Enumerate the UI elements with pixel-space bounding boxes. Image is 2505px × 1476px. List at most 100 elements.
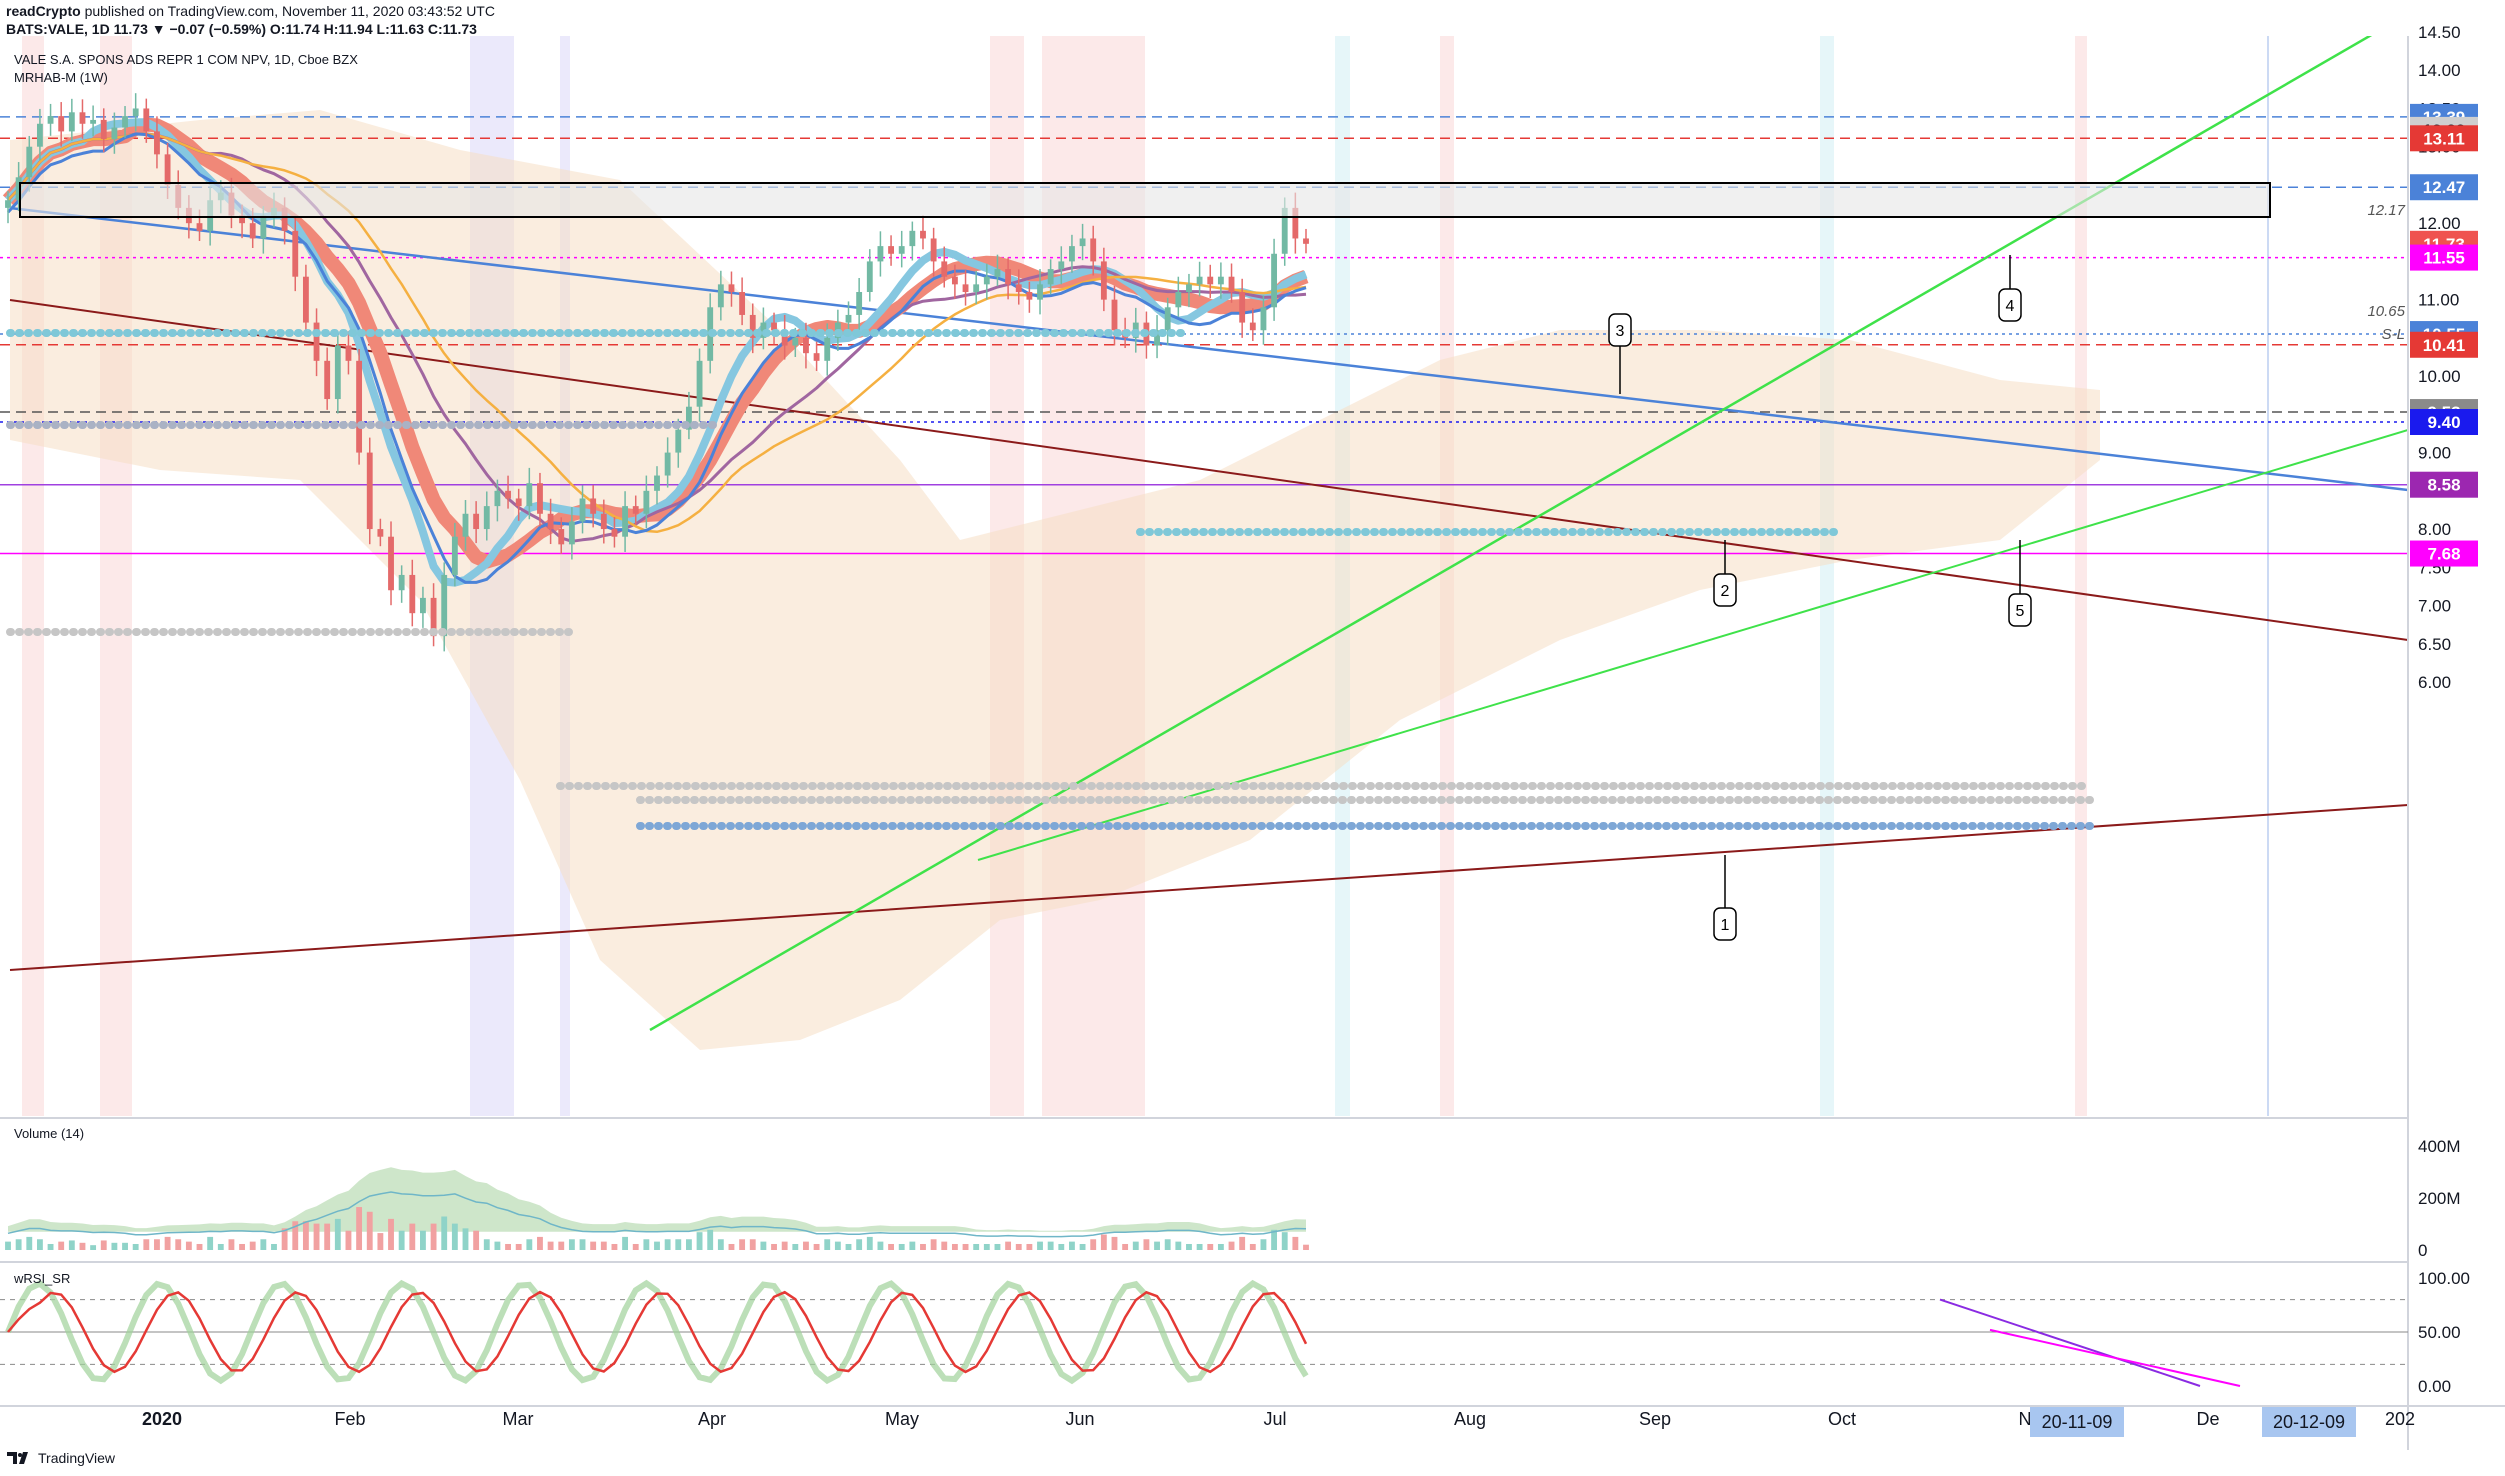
resistance-zone[interactable] xyxy=(19,182,2271,218)
candle-body xyxy=(824,337,831,361)
callout-box xyxy=(1713,573,1737,607)
candle-body xyxy=(154,131,160,155)
volume-bar xyxy=(760,1241,767,1250)
volume-bar xyxy=(302,1221,309,1250)
candle-body xyxy=(430,597,437,637)
time-tick: Jun xyxy=(1065,1409,1094,1429)
time-tick: Oct xyxy=(1828,1409,1856,1429)
volume-bar xyxy=(749,1239,756,1250)
candle-body xyxy=(994,269,1001,277)
candle-body xyxy=(377,529,384,537)
volume-bar xyxy=(409,1223,416,1250)
candle-body xyxy=(941,261,948,277)
candle-body xyxy=(143,108,150,132)
candle-body xyxy=(58,116,65,132)
legend-title: VALE S.A. SPONS ADS REPR 1 COM NPV, 1D, … xyxy=(14,52,358,67)
candle-body xyxy=(260,215,267,239)
candle-body xyxy=(654,475,660,491)
price-tick: 6.50 xyxy=(2418,635,2451,654)
callout-3: 3 xyxy=(1608,313,1632,394)
price-tick: 10.00 xyxy=(2418,367,2461,386)
candle-body xyxy=(920,230,926,239)
candle-body xyxy=(494,490,501,507)
volume-label: Volume (14) xyxy=(14,1126,84,1141)
rsi-trend-1 xyxy=(1939,1298,2201,1387)
time-axis[interactable]: 2020 Feb Mar Apr May Jun Jul Aug Sep Oct N De 202 20-… xyxy=(142,1407,2415,1437)
volume-bar xyxy=(983,1243,990,1250)
callout-5: 5 xyxy=(2008,540,2032,627)
volume-bar xyxy=(792,1243,799,1250)
volume-bar xyxy=(249,1241,256,1250)
candle-body xyxy=(122,116,128,128)
time-tick: De xyxy=(2196,1409,2219,1429)
volume-bar xyxy=(685,1239,692,1250)
volume-bar xyxy=(558,1241,565,1250)
volume-bar xyxy=(281,1228,288,1250)
candle-body xyxy=(68,112,75,132)
volume-bar xyxy=(334,1218,341,1250)
volume-bar xyxy=(579,1239,586,1250)
candle-body xyxy=(281,207,288,231)
volume-bar xyxy=(79,1242,86,1250)
legend-indicator: MRHAB-M (1W) xyxy=(14,70,108,85)
annotation-text: 10.65 xyxy=(2367,303,2405,320)
volume-bar xyxy=(866,1236,873,1250)
candle-body xyxy=(1069,246,1075,262)
volume-bar xyxy=(473,1230,480,1250)
callout-box xyxy=(2008,593,2032,627)
candle-body xyxy=(1228,276,1235,292)
candle-body xyxy=(1271,253,1278,308)
candle-body xyxy=(356,360,363,453)
callout-markers[interactable]: 1 2 3 4 5 xyxy=(1608,255,2032,941)
candle-body xyxy=(1026,292,1033,300)
volume-bar xyxy=(1132,1241,1139,1250)
candle-body xyxy=(249,223,256,239)
author[interactable]: readCrypto xyxy=(6,3,81,19)
candle-body xyxy=(164,154,171,185)
callout-text: 3 xyxy=(1616,323,1625,340)
callout-text: 5 xyxy=(2016,603,2025,620)
volume-bar xyxy=(58,1241,65,1250)
volume-bar xyxy=(1015,1243,1022,1250)
time-tick: May xyxy=(885,1409,919,1429)
price-label: 7.68 xyxy=(2427,545,2460,564)
volume-bar xyxy=(930,1239,937,1250)
volume-bar xyxy=(526,1239,533,1250)
annotation-text: S-L xyxy=(2382,326,2405,343)
time-tick: Mar xyxy=(503,1409,534,1429)
volume-bar xyxy=(207,1236,214,1250)
candle-body xyxy=(558,529,565,545)
volume-bar xyxy=(111,1242,118,1250)
candle-body xyxy=(1015,284,1022,292)
volume-tick: 0 xyxy=(2418,1241,2427,1260)
candle-body xyxy=(600,513,607,530)
volume-bar xyxy=(1005,1241,1012,1250)
candle-body xyxy=(1047,269,1054,285)
volume-bar xyxy=(1079,1243,1086,1250)
candle-body xyxy=(590,498,597,514)
volume-bar xyxy=(622,1236,629,1250)
volume-bar xyxy=(451,1223,458,1250)
volume-bar xyxy=(377,1233,384,1250)
volume-bar xyxy=(1228,1241,1235,1250)
candle-body xyxy=(664,452,671,476)
callout-box xyxy=(1713,907,1737,941)
volume-bar xyxy=(515,1243,522,1250)
volume-bar xyxy=(973,1243,980,1250)
tradingview-logo-icon xyxy=(7,1452,28,1464)
candle-body xyxy=(749,314,756,338)
price-tick: 12.00 xyxy=(2418,214,2461,233)
candle-body xyxy=(632,506,639,514)
candle-body xyxy=(611,529,618,537)
candle-body xyxy=(1037,284,1043,300)
candle-body xyxy=(441,574,448,637)
candle-body xyxy=(5,200,11,208)
candle-body xyxy=(622,506,629,537)
candle-body xyxy=(420,597,426,614)
volume-bar xyxy=(1026,1243,1033,1250)
price-label-bg xyxy=(2410,331,2478,358)
volume-bar xyxy=(1260,1239,1267,1250)
brand-name[interactable]: TradingView xyxy=(38,1450,116,1466)
candle-body xyxy=(302,276,309,323)
